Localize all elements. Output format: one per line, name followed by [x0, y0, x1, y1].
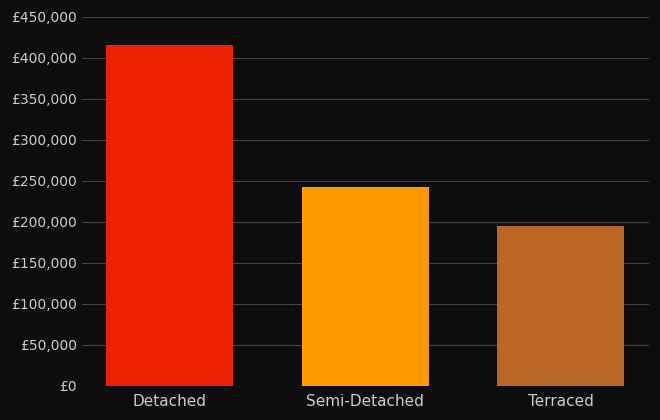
Bar	[106, 45, 234, 386]
Bar	[302, 187, 429, 386]
Bar	[498, 226, 624, 386]
